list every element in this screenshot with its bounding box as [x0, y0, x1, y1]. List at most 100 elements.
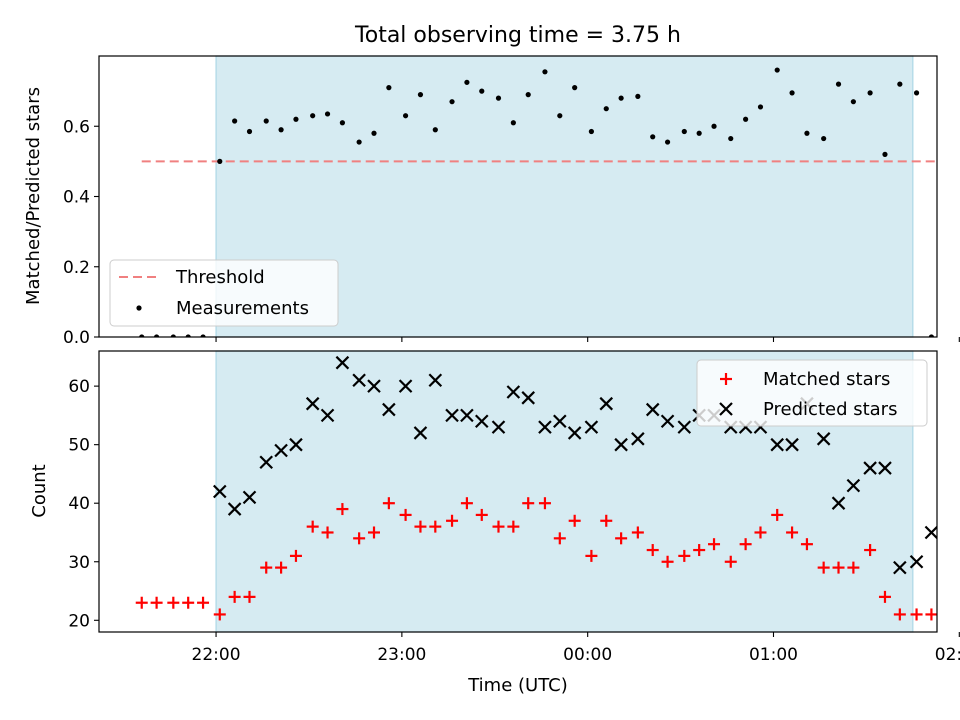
- measurement-point: [588, 128, 594, 135]
- matched-legend-swatch: [720, 373, 732, 385]
- y-tick-label: 40: [68, 494, 90, 514]
- predicted-star-point: [460, 408, 474, 423]
- predicted-star-point: [335, 355, 350, 370]
- x-tick-label: 23:00: [377, 645, 426, 665]
- measurement-point: [850, 99, 856, 105]
- measurement-point: [603, 106, 609, 112]
- ratio-y-axis-label: Matched/Predicted stars: [23, 87, 44, 305]
- measurement-point: [170, 334, 176, 337]
- matched-star-point: [600, 514, 613, 527]
- predicted-star-point: [274, 443, 288, 458]
- matched-star-point: [817, 561, 830, 574]
- matched-star-point: [538, 497, 551, 510]
- measurement-point: [681, 128, 687, 135]
- predicted-star-point: [631, 432, 645, 446]
- matched-star-point: [289, 549, 302, 562]
- matched-star-point: [492, 520, 505, 533]
- matched-star-point: [693, 544, 706, 557]
- matched-star-point: [708, 538, 721, 551]
- x-tick-label: 22:00: [192, 645, 241, 665]
- matched-star-point: [631, 526, 644, 539]
- measurement-point: [789, 90, 795, 96]
- predicted-star-point: [367, 379, 381, 393]
- measurements-legend-label: Measurements: [176, 298, 309, 319]
- predicted-star-point: [553, 414, 567, 429]
- matched-star-point: [353, 532, 366, 545]
- measurement-point: [664, 139, 671, 145]
- predicted-star-point: [816, 432, 831, 446]
- ratio-panel: 0.0 0.2 0.4 0.6 Threshold Measurements Matc…: [23, 55, 960, 348]
- count-legend: Matched stars Predicted stars: [696, 359, 928, 427]
- measurement-point: [371, 130, 377, 136]
- ratio-axes: 0.0 0.2 0.4 0.6: [63, 55, 960, 348]
- predicted-star-point: [614, 437, 628, 452]
- matched-star-point: [399, 508, 412, 521]
- count-marks: [135, 355, 937, 621]
- matched-star-point: [182, 596, 195, 609]
- ratio-marks: [139, 67, 937, 337]
- predicted-star-point: [212, 484, 227, 499]
- predicted-star-point: [352, 373, 366, 388]
- measurement-point: [882, 151, 888, 157]
- matched-star-point: [260, 561, 273, 574]
- y-tick-label: 60: [68, 377, 90, 397]
- predicted-star-point: [893, 560, 907, 575]
- measurement-point: [557, 113, 563, 119]
- predicted-star-point: [846, 478, 861, 493]
- measurement-point: [774, 67, 780, 73]
- x-tick-label: 01:00: [749, 645, 798, 665]
- matched-legend-label: Matched stars: [763, 369, 890, 390]
- measurement-point: [525, 92, 531, 98]
- matched-star-point: [832, 561, 845, 574]
- predicted-star-point: [474, 414, 489, 429]
- measurement-point: [479, 88, 485, 94]
- matched-star-point: [522, 497, 535, 510]
- matched-star-point: [661, 555, 674, 568]
- matched-star-point: [553, 532, 566, 545]
- matched-star-point: [336, 503, 349, 516]
- matched-star-point: [367, 526, 380, 539]
- measurement-point: [510, 120, 516, 126]
- measurement-point: [650, 134, 656, 140]
- measurement-point: [386, 85, 392, 91]
- predicted-star-point: [382, 402, 396, 417]
- predicted-star-point: [770, 437, 784, 452]
- x-axis-label: Time (UTC): [467, 675, 568, 696]
- y-tick-label: 0.0: [63, 328, 90, 348]
- measurement-point: [310, 113, 316, 119]
- matched-star-point: [507, 520, 520, 533]
- measurement-point: [464, 79, 470, 85]
- ratio-legend-box: [109, 259, 339, 327]
- measurement-point: [711, 123, 717, 129]
- matched-star-point: [800, 538, 813, 551]
- matched-star-point: [878, 590, 891, 603]
- y-tick-label: 0.4: [63, 188, 90, 208]
- measurement-point: [417, 92, 424, 98]
- x-tick-label: 02:00: [935, 645, 960, 665]
- ratio-legend: Threshold Measurements: [109, 259, 339, 327]
- matched-star-point: [460, 497, 473, 510]
- threshold-legend-label: Threshold: [175, 267, 265, 288]
- matched-star-point: [739, 538, 752, 551]
- predicted-star-point: [831, 496, 846, 510]
- measurement-point: [217, 158, 223, 164]
- measurement-point: [324, 111, 331, 117]
- matched-star-point: [786, 526, 799, 539]
- predicted-star-point: [398, 379, 413, 393]
- predicted-star-point: [305, 396, 320, 411]
- predicted-star-point: [428, 373, 443, 388]
- x-tick-label: 00:00: [563, 645, 612, 665]
- measurement-point: [154, 334, 160, 337]
- y-tick-label: 50: [68, 436, 90, 456]
- measurement-point: [835, 81, 842, 87]
- measurement-point: [449, 99, 455, 105]
- predicted-star-point: [521, 391, 535, 405]
- predicted-star-point: [878, 461, 892, 475]
- measurement-point: [432, 127, 438, 133]
- predicted-star-point: [289, 437, 303, 452]
- measurement-point: [821, 135, 827, 142]
- measurement-point: [743, 116, 749, 122]
- matched-star-point: [585, 549, 598, 562]
- matched-star-point: [382, 497, 395, 510]
